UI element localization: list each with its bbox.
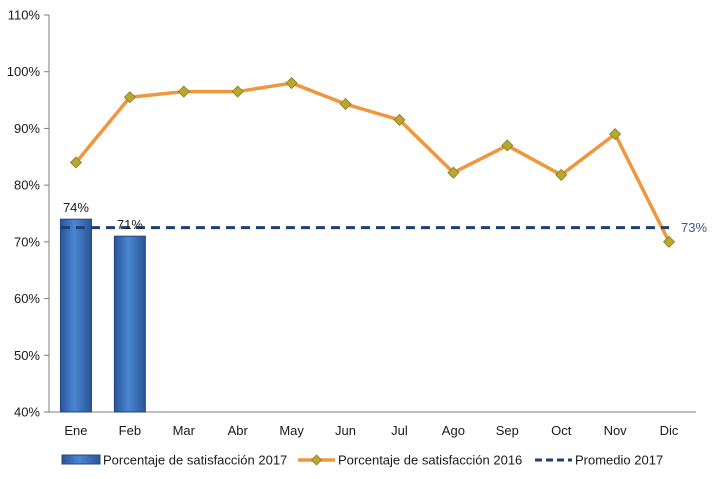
legend-bar-swatch: [61, 454, 101, 465]
line-point: [123, 91, 136, 104]
line-point: [231, 85, 244, 98]
y-tick-label: 100%: [7, 64, 41, 79]
line-series: [69, 76, 676, 248]
x-tick-label: Sep: [496, 423, 519, 438]
x-tick-label: Feb: [119, 423, 141, 438]
line-point: [555, 168, 568, 181]
y-tick-label: 70%: [14, 234, 40, 249]
legend-label: Promedio 2017: [575, 453, 663, 468]
x-tick-label: Jun: [335, 423, 356, 438]
line-point: [393, 113, 406, 126]
x-tick-label: Abr: [228, 423, 249, 438]
y-tick-label: 90%: [14, 121, 40, 136]
legend-label: Porcentaje de satisfacción 2017: [103, 453, 287, 468]
bar-series: [59, 218, 146, 413]
bar-data-label: 71%: [117, 217, 143, 232]
y-tick-label: 50%: [14, 348, 40, 363]
line-point: [662, 235, 676, 248]
line-point: [501, 139, 514, 152]
line-point: [447, 166, 460, 179]
x-axis: Ene Feb Mar Abr May Jun Jul Ago Sep Oct Nov Dic: [49, 411, 696, 438]
bar: [113, 235, 146, 413]
x-tick-label: Oct: [551, 423, 572, 438]
x-tick-label: Ago: [442, 423, 465, 438]
y-tick-label: 40%: [14, 405, 40, 420]
x-tick-label: Jul: [391, 423, 408, 438]
x-tick-label: May: [279, 423, 304, 438]
line-point: [69, 156, 83, 169]
legend-label: Porcentaje de satisfacción 2016: [338, 453, 522, 468]
average-series: 73%: [60, 220, 708, 235]
x-tick-label: Mar: [173, 423, 196, 438]
y-tick-label: 110%: [8, 8, 41, 23]
line-point: [177, 85, 190, 98]
line-point: [339, 97, 352, 111]
bar: [59, 218, 92, 413]
legend: Porcentaje de satisfacción 2017 Porcentaj…: [61, 453, 663, 468]
legend-line-marker: [310, 454, 323, 466]
x-tick-label: Ene: [64, 423, 87, 438]
line-point: [285, 76, 298, 90]
line-2016: [74, 81, 671, 243]
average-data-label: 73%: [681, 220, 707, 235]
x-tick-label: Dic: [660, 423, 679, 438]
bar-data-label: 74%: [63, 200, 89, 215]
y-tick-label: 60%: [14, 291, 40, 306]
y-axis: 40% 50% 60% 70% 80% 90% 100% 110%: [7, 8, 50, 420]
y-tick-label: 80%: [14, 178, 40, 193]
line-point: [609, 128, 622, 141]
x-tick-label: Nov: [604, 423, 628, 438]
data-labels: 74% 71%: [63, 200, 143, 232]
